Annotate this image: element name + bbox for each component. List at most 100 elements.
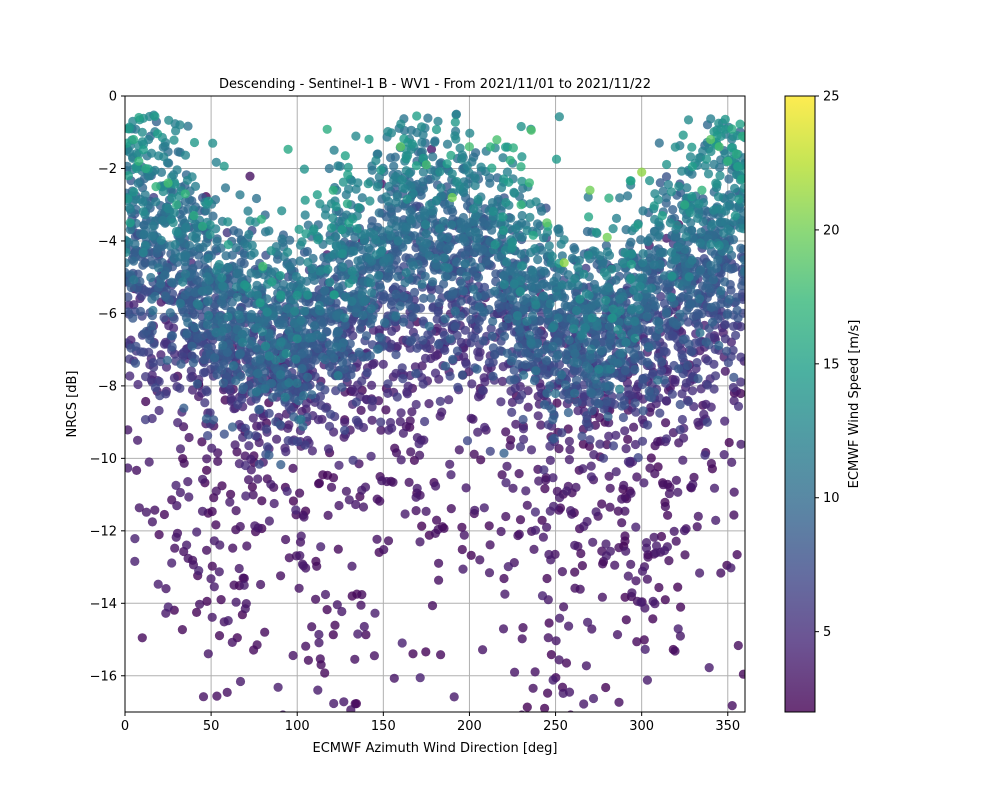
scatter-point	[542, 370, 552, 380]
scatter-point	[634, 304, 644, 314]
scatter-point	[655, 408, 665, 418]
scatter-point	[154, 405, 164, 416]
scatter-point	[660, 595, 670, 605]
scatter-point	[379, 545, 389, 555]
scatter-point	[678, 455, 688, 465]
scatter-point	[682, 183, 692, 193]
scatter-point	[740, 266, 745, 276]
scatter-point	[554, 655, 564, 665]
scatter-point	[329, 353, 339, 363]
scatter-point	[360, 229, 370, 239]
scatter-point	[670, 142, 680, 152]
scatter-point	[507, 237, 517, 247]
scatter-point	[476, 162, 486, 172]
scatter-point	[244, 475, 254, 485]
scatter-point	[426, 144, 437, 154]
scatter-point	[438, 216, 448, 227]
scatter-point	[288, 650, 298, 661]
scatter-point	[583, 250, 593, 260]
scatter-point	[613, 325, 623, 335]
scatter-point	[460, 258, 470, 269]
scatter-point	[201, 206, 211, 216]
scatter-point	[254, 405, 264, 415]
scatter-point	[621, 444, 631, 454]
scatter-point	[706, 402, 716, 412]
scatter-point	[458, 286, 469, 296]
scatter-point	[244, 430, 254, 440]
scatter-point	[636, 597, 646, 608]
scatter-point	[585, 435, 595, 445]
scatter-point	[588, 537, 598, 547]
scatter-point	[661, 396, 671, 406]
scatter-point	[234, 310, 244, 320]
scatter-point	[723, 358, 734, 368]
scatter-point	[728, 321, 739, 331]
scatter-point	[677, 414, 688, 425]
scatter-point	[621, 615, 631, 625]
scatter-point	[736, 243, 745, 253]
scatter-point	[421, 647, 431, 657]
scatter-point	[700, 450, 710, 460]
scatter-point	[680, 550, 690, 560]
scatter-point	[299, 512, 309, 522]
scatter-point	[299, 164, 309, 174]
scatter-point	[739, 183, 745, 193]
scatter-point	[264, 226, 274, 236]
scatter-point	[604, 471, 614, 481]
scatter-point	[543, 308, 553, 319]
scatter-point	[365, 351, 375, 361]
scatter-point	[539, 400, 550, 410]
scatter-point	[402, 389, 412, 399]
scatter-point	[412, 483, 422, 493]
scatter-point	[581, 417, 592, 427]
scatter-point	[366, 304, 376, 314]
scatter-point	[638, 206, 648, 216]
scatter-point	[550, 367, 560, 377]
scatter-point	[233, 292, 243, 302]
scatter-point	[239, 573, 249, 584]
scatter-point	[223, 217, 233, 227]
scatter-point	[688, 479, 698, 490]
scatter-point	[393, 272, 403, 282]
scatter-point	[192, 299, 202, 309]
scatter-point	[383, 127, 393, 137]
scatter-point	[542, 522, 552, 532]
scatter-point	[125, 247, 131, 257]
scatter-point	[421, 220, 431, 230]
scatter-point	[159, 313, 169, 323]
scatter-point	[125, 235, 131, 245]
scatter-point	[667, 292, 677, 302]
scatter-point	[702, 417, 712, 427]
scatter-point	[382, 253, 392, 263]
scatter-point	[437, 407, 447, 417]
scatter-point	[452, 257, 462, 267]
scatter-point	[498, 624, 509, 634]
scatter-point	[586, 461, 596, 471]
scatter-point	[228, 543, 238, 553]
scatter-point	[604, 283, 614, 293]
scatter-point	[466, 550, 476, 561]
scatter-point	[426, 293, 436, 303]
scatter-point	[496, 183, 507, 193]
scatter-point	[242, 541, 252, 551]
scatter-point	[478, 336, 488, 346]
scatter-point	[601, 295, 611, 305]
scatter-point	[199, 355, 209, 365]
scatter-point	[673, 341, 683, 352]
scatter-point	[517, 390, 527, 400]
scatter-point	[323, 264, 333, 274]
scatter-point	[500, 589, 510, 599]
scatter-point	[654, 324, 664, 334]
scatter-point	[686, 347, 696, 357]
scatter-point	[543, 688, 553, 698]
scatter-point	[167, 342, 177, 352]
scatter-point	[527, 265, 537, 276]
scatter-point	[231, 376, 241, 386]
scatter-point	[179, 403, 189, 413]
scatter-point	[460, 250, 470, 260]
scatter-point	[598, 453, 609, 463]
scatter-point	[130, 534, 140, 544]
scatter-point	[431, 195, 442, 205]
scatter-point	[275, 711, 280, 712]
scatter-point	[314, 300, 324, 311]
